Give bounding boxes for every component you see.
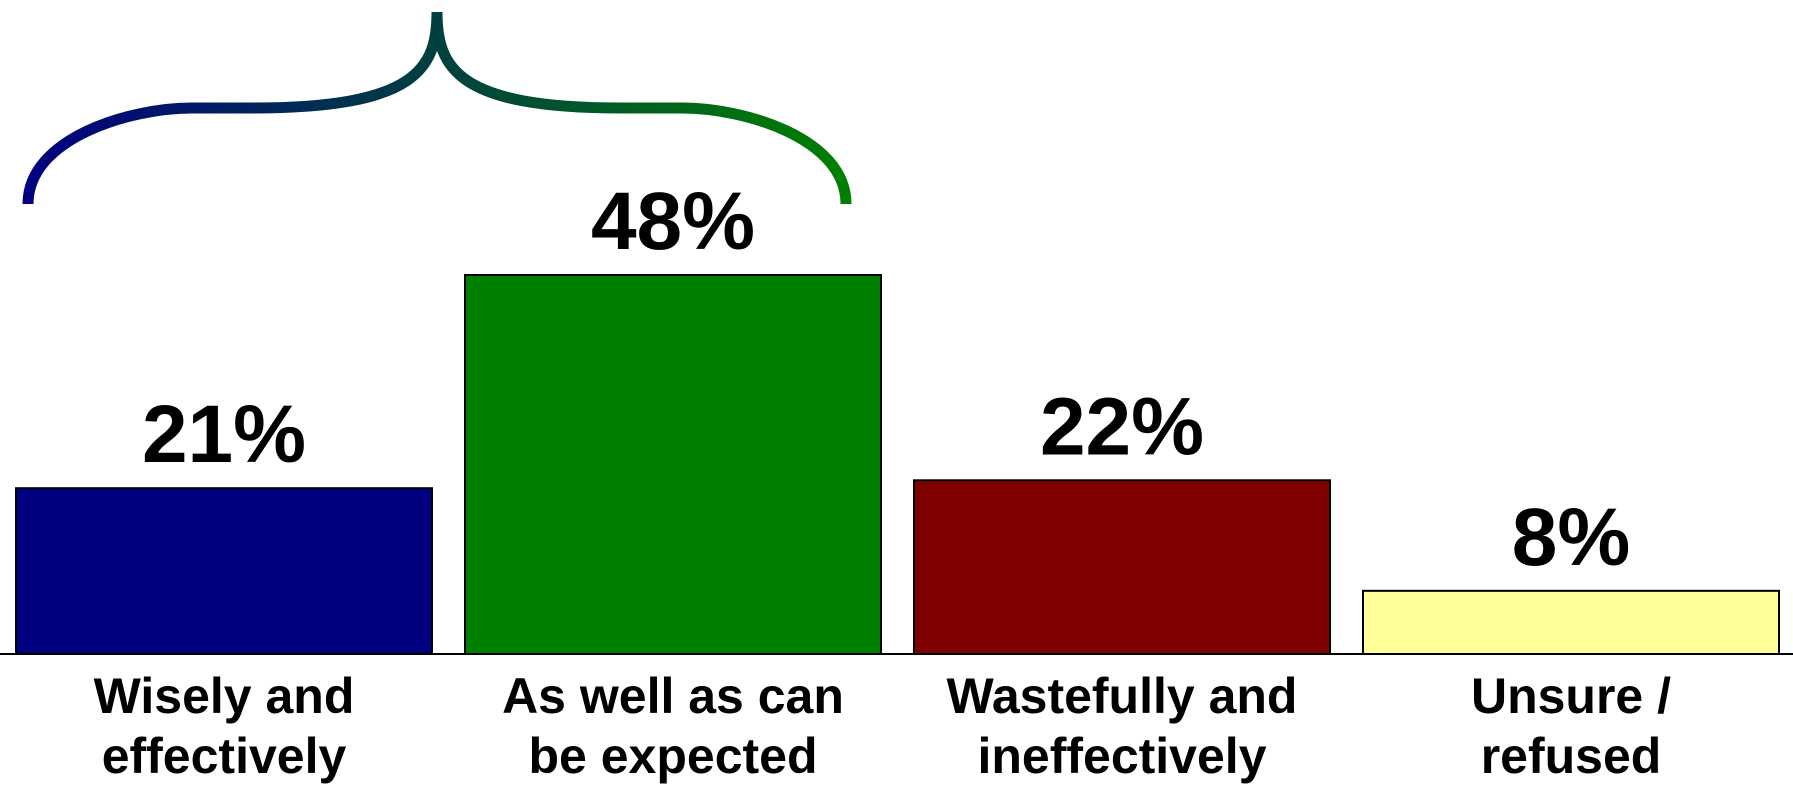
bar-1 (464, 274, 882, 655)
category-label-1-line-0: As well as can (502, 668, 844, 724)
value-label-1: 48% (591, 176, 755, 267)
bar-3 (1362, 589, 1780, 655)
category-label-2-line-1: ineffectively (977, 728, 1266, 784)
value-labels-group: 21% 48% 22% 8% (142, 176, 1630, 583)
bar-2 (913, 479, 1331, 655)
category-label-0-line-1: effectively (102, 728, 347, 784)
bars-group (15, 274, 1780, 655)
category-label-3-line-0: Unsure / (1471, 668, 1671, 724)
category-label-1-line-1: be expected (528, 728, 817, 784)
category-label-2-line-0: Wastefully and (947, 668, 1298, 724)
category-label-3-line-1: refused (1481, 728, 1662, 784)
value-label-2: 22% (1040, 381, 1204, 472)
value-label-0: 21% (142, 389, 306, 480)
category-label-0-line-0: Wisely and (94, 668, 355, 724)
grouping-brace (22, 11, 852, 205)
value-label-3: 8% (1512, 492, 1631, 583)
bar-0 (15, 487, 433, 655)
